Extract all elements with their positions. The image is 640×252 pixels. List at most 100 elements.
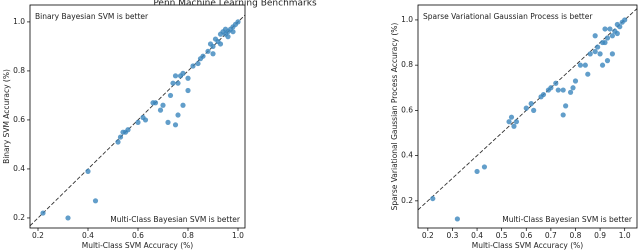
point (40, 210, 46, 216)
y-tick-label: 1.0 (401, 15, 413, 24)
y-tick-label: 0.8 (401, 60, 413, 69)
x-tick-label: 1.0 (619, 231, 631, 240)
point (555, 87, 561, 93)
point (142, 117, 149, 123)
point (597, 51, 603, 57)
point (225, 34, 231, 40)
point (614, 30, 620, 37)
point (195, 60, 201, 67)
x-tick-label: 0.7 (545, 231, 557, 240)
y-tick-label: 0.6 (13, 115, 25, 124)
plot-frame (417, 4, 638, 229)
y-tick-label: 0.2 (13, 213, 25, 222)
point (180, 70, 186, 76)
point (152, 100, 159, 106)
point (115, 139, 121, 145)
point (595, 44, 601, 50)
point (185, 75, 191, 81)
point (602, 26, 608, 32)
point (170, 80, 176, 86)
x-axis-label: Multi-Class SVM Accuracy (%) (472, 241, 584, 250)
point (175, 80, 181, 86)
point (553, 80, 559, 86)
point (235, 19, 241, 25)
x-tick-label: 0.3 (446, 231, 458, 240)
point (92, 198, 99, 204)
point (506, 119, 512, 125)
annotation: Binary Bayesian SVM is better (35, 12, 149, 21)
point (230, 29, 236, 35)
x-tick-label: 0.8 (570, 231, 582, 240)
point (175, 112, 181, 118)
x-axis-label: Multi-Class SVM Accuracy (%) (82, 241, 194, 250)
y-tick-label: 0.4 (13, 164, 25, 173)
x-tick-label: 0.2 (32, 231, 44, 240)
point (135, 119, 141, 125)
point (190, 63, 196, 69)
x-tick-label: 0.9 (594, 231, 606, 240)
point (454, 216, 460, 222)
point (599, 62, 606, 68)
point (540, 91, 547, 98)
point (560, 112, 566, 118)
point (548, 85, 554, 91)
point (592, 48, 598, 55)
point (528, 101, 534, 107)
x-tick-label: 1.0 (232, 231, 244, 240)
point (157, 107, 164, 113)
point (85, 168, 91, 174)
point (217, 41, 224, 47)
point (200, 53, 206, 59)
point (474, 168, 480, 175)
point (513, 119, 520, 125)
x-tick-label: 0.4 (82, 231, 94, 240)
point (508, 114, 515, 120)
point (65, 215, 71, 221)
point (582, 62, 588, 68)
point (430, 195, 436, 202)
point (607, 26, 613, 32)
y-axis-label: Binary SVM Accuracy (%) (2, 69, 11, 164)
annotation: Multi-Class Bayesian SVM is better (502, 215, 633, 224)
y-tick-label: 0.8 (13, 66, 25, 75)
y-tick-label: 0.4 (401, 151, 413, 160)
x-tick-label: 0.6 (132, 231, 144, 240)
point (210, 51, 216, 57)
point (585, 71, 591, 77)
annotation: Sparse Variational Gaussian Process is b… (423, 12, 593, 21)
annotation: Multi-Class Bayesian SVM is better (110, 215, 241, 224)
point (172, 73, 179, 79)
x-tick-label: 0.5 (496, 231, 508, 240)
point (167, 92, 174, 99)
point (117, 134, 124, 140)
point (577, 62, 584, 68)
point (592, 33, 598, 39)
point (511, 123, 517, 129)
x-tick-label: 0.4 (471, 231, 483, 240)
y-axis-label: Sparse Variational Gaussian Process Accu… (390, 23, 399, 211)
point (165, 119, 171, 125)
point (531, 107, 537, 113)
point (622, 17, 628, 23)
point (523, 105, 529, 111)
point (572, 78, 579, 84)
point (481, 164, 488, 170)
point (563, 103, 569, 109)
point (614, 21, 620, 28)
point (125, 127, 131, 133)
point (604, 35, 611, 41)
point (567, 89, 574, 95)
point (602, 39, 608, 46)
point (205, 48, 211, 54)
y-tick-label: 0.2 (401, 196, 413, 205)
point (587, 51, 593, 57)
point (185, 87, 191, 94)
point (160, 102, 166, 108)
point (560, 87, 566, 93)
point (609, 33, 615, 39)
plot-frame (29, 4, 246, 229)
y-tick-label: 0.6 (401, 105, 413, 114)
chart-title: Penn Machine Learning Benchmarks (153, 0, 317, 9)
point (604, 58, 611, 64)
